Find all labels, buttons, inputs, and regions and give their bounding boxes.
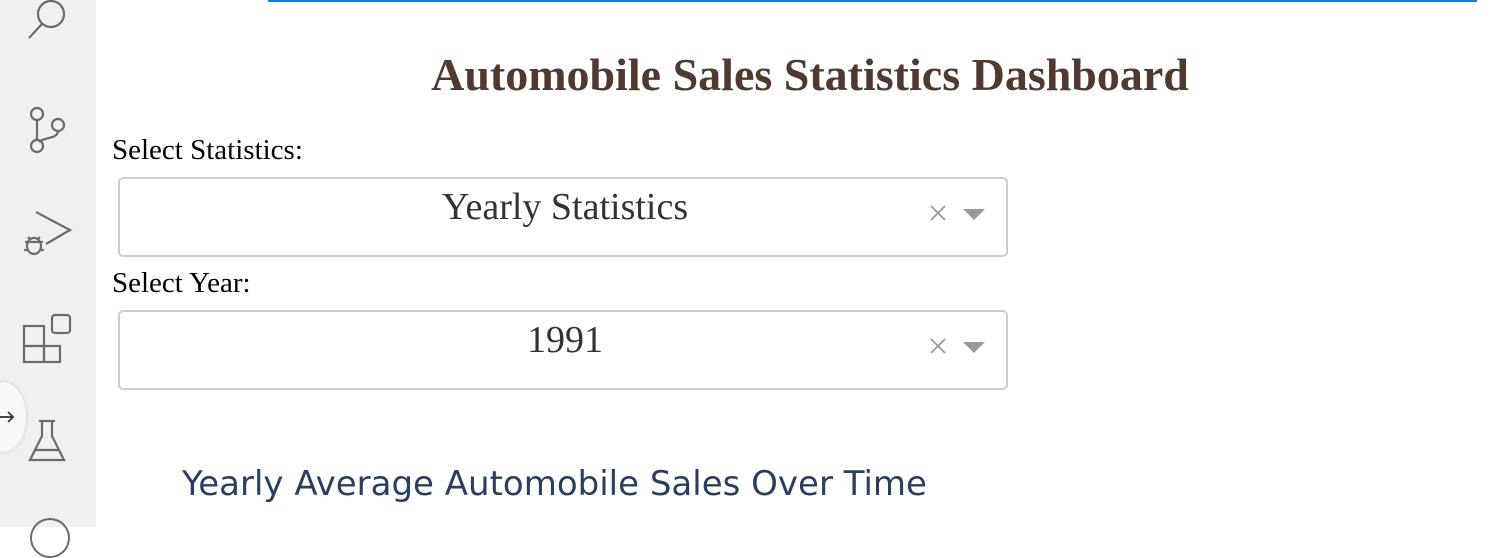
arrow-right-icon	[0, 411, 15, 423]
statistics-dropdown-value: Yearly Statistics	[441, 186, 689, 228]
year-dropdown-value: 1991	[527, 319, 603, 361]
source-control-icon[interactable]	[20, 103, 74, 157]
year-select-label: Select Year:	[112, 267, 251, 299]
statistics-dropdown[interactable]: Yearly Statistics	[118, 177, 1008, 257]
testing-icon[interactable]	[20, 414, 74, 468]
activity-bar	[0, 0, 96, 558]
clear-icon[interactable]	[928, 203, 948, 223]
chevron-down-icon[interactable]	[963, 342, 985, 354]
page-title: Automobile Sales Statistics Dashboard	[431, 49, 1189, 100]
statistics-select-label: Select Statistics:	[112, 134, 303, 166]
search-icon[interactable]	[20, 0, 74, 48]
top-accent-line	[268, 0, 1477, 2]
clear-icon[interactable]	[928, 336, 948, 356]
chevron-down-icon[interactable]	[963, 209, 985, 221]
year-dropdown[interactable]: 1991	[118, 310, 1008, 390]
chart-title: Yearly Average Automobile Sales Over Tim…	[182, 464, 927, 504]
extensions-icon[interactable]	[20, 311, 74, 365]
account-icon[interactable]	[30, 518, 70, 558]
run-debug-icon[interactable]	[20, 206, 74, 260]
